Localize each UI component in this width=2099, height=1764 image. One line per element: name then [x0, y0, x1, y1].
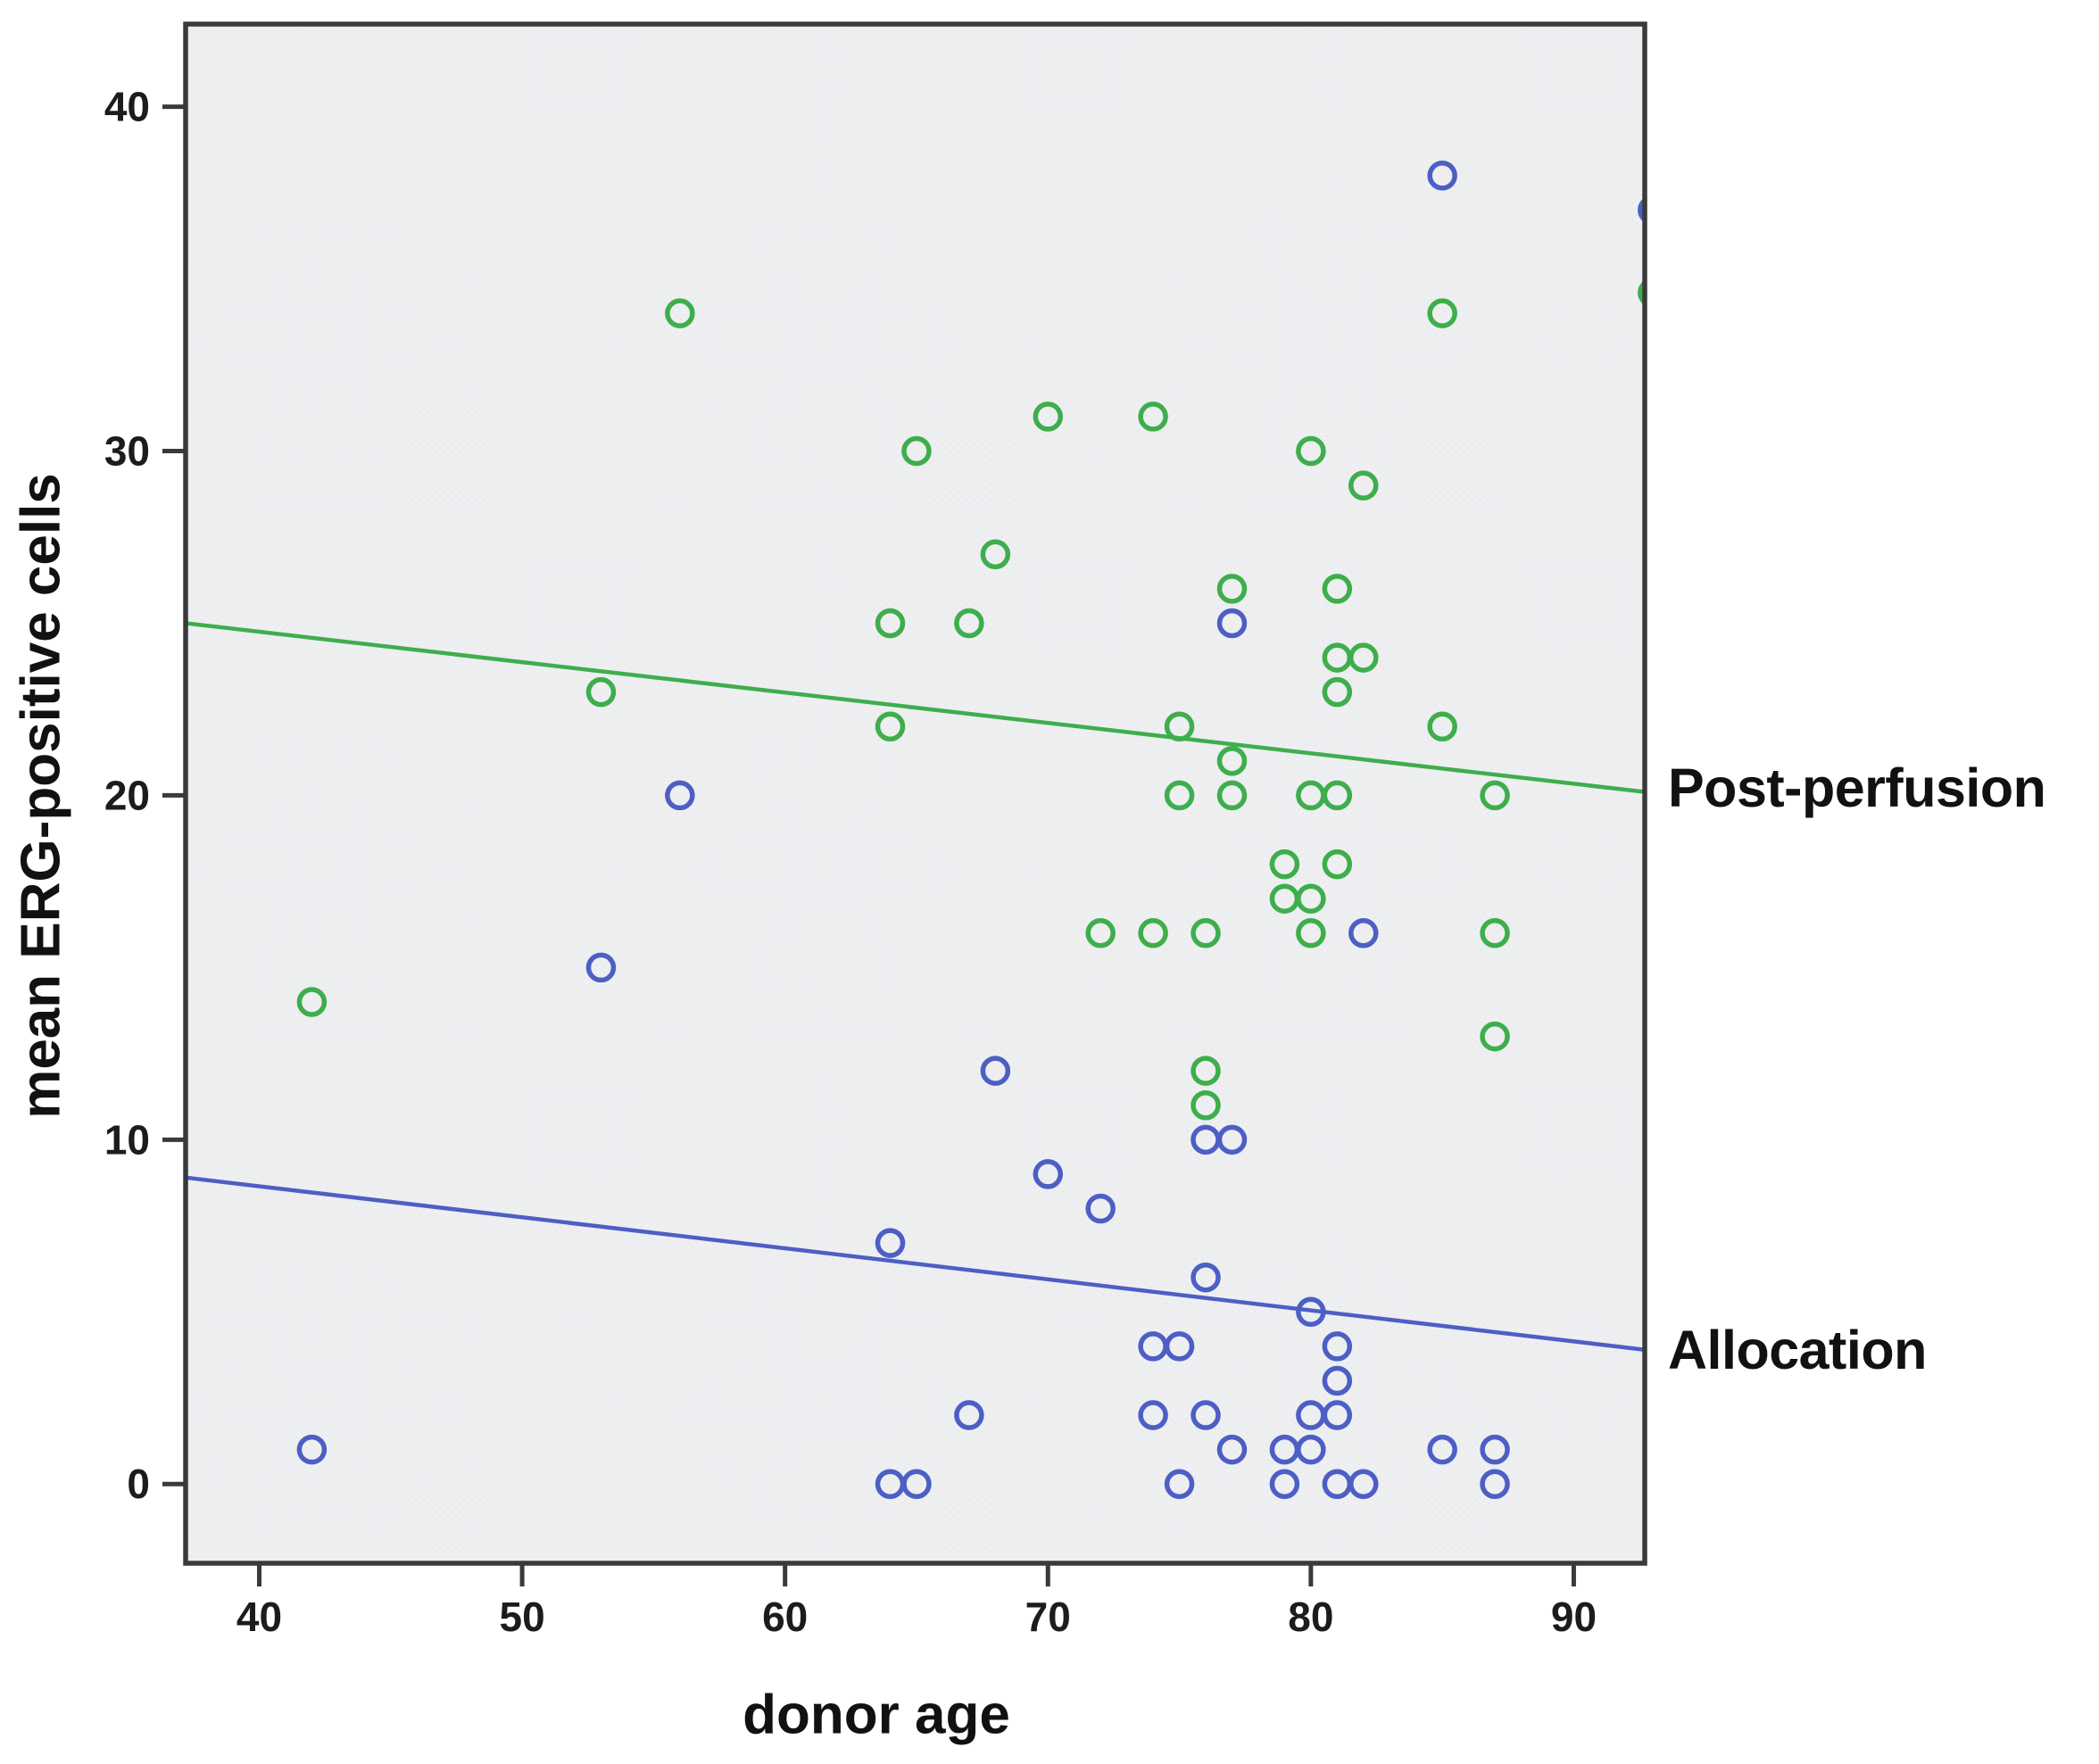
data-point-post-perfusion [1322, 849, 1353, 880]
data-point-post-perfusion [1164, 711, 1195, 741]
data-point-post-perfusion [1138, 402, 1168, 432]
x-tick-label: 60 [762, 1594, 808, 1640]
data-point-post-perfusion [1322, 676, 1353, 708]
trend-line-post-perfusion [186, 621, 1645, 794]
data-point-post-perfusion [875, 711, 906, 741]
data-point-allocation [1348, 918, 1379, 948]
data-point-allocation [1191, 1262, 1221, 1293]
data-point-allocation [1216, 608, 1248, 639]
data-point-post-perfusion [1191, 1089, 1221, 1121]
data-layer [186, 161, 1645, 1499]
x-tick-label: 50 [499, 1594, 544, 1640]
x-axis-title: donor age [743, 1684, 1010, 1746]
data-point-post-perfusion [1191, 1056, 1221, 1086]
data-point-post-perfusion [1216, 746, 1248, 776]
data-point-allocation [875, 1228, 906, 1258]
data-point-post-perfusion-clipped [1638, 279, 1645, 306]
data-point-allocation [1164, 1469, 1195, 1499]
data-point-post-perfusion [1296, 918, 1326, 948]
data-point-post-perfusion [980, 539, 1011, 570]
y-tick-label: 40 [104, 84, 150, 130]
data-point-allocation [1480, 1434, 1510, 1465]
data-point-post-perfusion [1296, 435, 1326, 467]
data-point-allocation [901, 1469, 932, 1499]
data-point-allocation [1269, 1469, 1300, 1499]
x-tick-label: 80 [1288, 1594, 1333, 1640]
data-point-allocation [1085, 1193, 1116, 1224]
data-point-allocation [954, 1400, 984, 1430]
data-point-allocation [1322, 1365, 1353, 1396]
data-point-allocation [1216, 1434, 1248, 1465]
data-point-post-perfusion [1216, 574, 1248, 604]
data-point-allocation [665, 780, 695, 811]
data-point-post-perfusion [665, 298, 695, 328]
x-tick-label: 70 [1025, 1594, 1071, 1640]
series-label-allocation: Allocation [1668, 1320, 1927, 1380]
data-point-post-perfusion [1216, 780, 1248, 811]
data-point-allocation [1138, 1400, 1168, 1430]
data-point-allocation [1427, 161, 1457, 191]
data-point-allocation [1164, 1331, 1195, 1362]
data-point-allocation [1033, 1159, 1064, 1189]
data-point-allocation [1296, 1296, 1326, 1328]
data-point-post-perfusion [1427, 711, 1457, 741]
data-point-allocation [1427, 1434, 1457, 1465]
data-point-post-perfusion [1480, 918, 1510, 948]
data-point-allocation [1348, 1469, 1379, 1499]
data-point-post-perfusion [1480, 1021, 1510, 1052]
data-point-allocation-clipped [1638, 197, 1645, 223]
y-tick-label: 20 [104, 772, 150, 818]
data-point-post-perfusion [1480, 780, 1510, 811]
data-point-post-perfusion [1322, 574, 1353, 604]
y-axis-title: mean ERG-positive cells [10, 473, 72, 1119]
data-point-post-perfusion [1138, 918, 1168, 948]
data-point-allocation [1191, 1400, 1221, 1430]
data-point-allocation [1322, 1331, 1353, 1362]
series-label-post-perfusion: Post-perfusion [1668, 758, 2046, 818]
x-tick-label: 90 [1551, 1594, 1597, 1640]
data-point-post-perfusion [1191, 918, 1221, 948]
data-point-allocation [296, 1434, 328, 1465]
data-point-post-perfusion [1269, 849, 1300, 880]
data-point-post-perfusion [875, 608, 906, 639]
plot-background [186, 24, 1645, 1563]
data-point-post-perfusion [296, 987, 328, 1017]
data-point-post-perfusion [1085, 918, 1116, 948]
data-point-post-perfusion [1296, 883, 1326, 914]
y-tick-label: 0 [127, 1461, 150, 1507]
data-point-post-perfusion [585, 676, 617, 708]
data-point-post-perfusion [954, 608, 984, 639]
data-point-allocation [1296, 1434, 1326, 1465]
data-point-post-perfusion [1322, 780, 1353, 811]
data-point-post-perfusion [1348, 470, 1379, 501]
data-point-allocation [1480, 1469, 1510, 1499]
y-tick-label: 10 [104, 1116, 150, 1163]
data-point-allocation [1322, 1400, 1353, 1430]
data-point-allocation [585, 952, 617, 983]
data-point-post-perfusion [1164, 780, 1195, 811]
data-point-allocation [980, 1056, 1011, 1086]
data-point-post-perfusion [901, 435, 932, 467]
y-tick-label: 30 [104, 428, 150, 475]
data-point-post-perfusion [1427, 298, 1457, 328]
x-tick-label: 40 [236, 1594, 282, 1640]
data-point-post-perfusion [1348, 642, 1379, 673]
data-point-allocation [1216, 1124, 1248, 1155]
trend-line-allocation [186, 1175, 1645, 1352]
data-point-post-perfusion [1033, 402, 1064, 432]
